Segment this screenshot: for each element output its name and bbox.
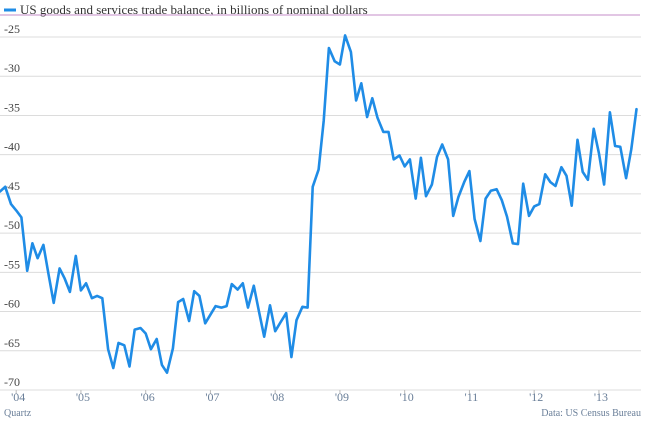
- grid: [0, 36, 641, 391]
- series-layer: [0, 34, 638, 374]
- legend: US goods and services trade balance, in …: [0, 2, 640, 17]
- x-tick-label-3: '07: [205, 390, 219, 404]
- x-tick-label-5: '09: [335, 390, 349, 404]
- y-tick-label-3: -40: [4, 140, 20, 154]
- x-tick-label-4: '08: [270, 390, 284, 404]
- x-tick-label-8: '12: [529, 390, 543, 404]
- y-tick-label-9: -70: [4, 375, 20, 389]
- x-tick-label-7: '11: [465, 390, 479, 404]
- y-tick-label-2: -35: [4, 100, 20, 114]
- source-right: Data: US Census Bureau: [541, 408, 641, 419]
- x-tick-label-1: '05: [76, 390, 90, 404]
- legend-label: US goods and services trade balance, in …: [20, 2, 368, 17]
- x-tick-label-0: '04: [11, 390, 25, 404]
- series-line-0: [0, 34, 638, 374]
- y-tick-label-6: -55: [4, 257, 20, 271]
- x-axis: '04 '05 '06 '07 '08 '09 '10 '11 '12 '13: [11, 390, 608, 404]
- y-axis: -25 -30 -35 -40 -45 -50 -55 -60 -65 -70: [4, 22, 20, 389]
- footer: Quartz Data: US Census Bureau: [4, 408, 641, 419]
- y-tick-label-1: -30: [4, 61, 20, 75]
- source-left: Quartz: [4, 408, 32, 419]
- y-tick-label-5: -50: [4, 218, 20, 232]
- y-tick-label-4: -45: [4, 179, 20, 193]
- x-tick-label-9: '13: [594, 390, 608, 404]
- x-tick-label-6: '10: [400, 390, 414, 404]
- y-tick-label-0: -25: [4, 22, 20, 36]
- y-tick-label-8: -65: [4, 336, 20, 350]
- y-tick-label-7: -60: [4, 297, 20, 311]
- x-tick-label-2: '06: [141, 390, 155, 404]
